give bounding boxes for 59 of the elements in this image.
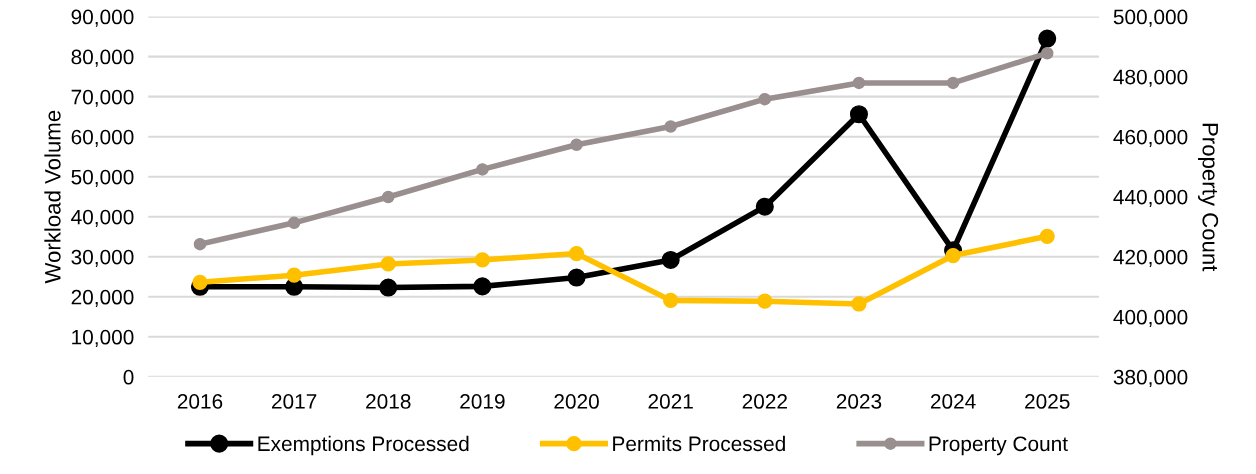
point [1039, 228, 1055, 244]
point [379, 278, 398, 297]
point [286, 267, 302, 283]
y2-tick-label: 440,000 [1113, 189, 1188, 207]
point [849, 105, 868, 124]
point [380, 256, 396, 272]
y-tick-label: 0 [123, 369, 134, 385]
point [476, 163, 489, 176]
y-tick-label: 20,000 [71, 289, 134, 307]
point [945, 247, 961, 264]
point [664, 120, 677, 133]
point [1038, 29, 1057, 48]
y-tick-label: 60,000 [71, 129, 134, 147]
y-tick-label: 70,000 [71, 89, 134, 107]
y-tick-label: 40,000 [71, 209, 134, 227]
y-tick-label: 10,000 [72, 329, 134, 348]
point [567, 268, 586, 287]
legend-label: Permits Processed [613, 435, 785, 452]
point [663, 292, 679, 309]
point [851, 296, 867, 312]
point [287, 216, 301, 230]
point [758, 92, 772, 106]
point [755, 197, 774, 216]
y2-tick-label: 400,000 [1113, 309, 1188, 327]
point [946, 76, 960, 90]
y2-tick-label: 380,000 [1113, 369, 1188, 388]
x-tick-label: 2023 [836, 394, 882, 409]
point [473, 277, 492, 296]
point [757, 293, 773, 309]
legend-label: Property Count [929, 436, 1068, 456]
x-tick-label: 2022 [742, 394, 787, 409]
point [474, 252, 491, 268]
y2-axis-title: Property Count [1198, 123, 1219, 272]
y-tick-label: 30,000 [71, 249, 134, 267]
point [661, 250, 680, 269]
legend-label: Exemptions Processed [258, 435, 469, 456]
point [193, 237, 207, 251]
y-axis-title: Workload Volume [44, 110, 61, 284]
x-tick-label: 2018 [366, 394, 411, 409]
x-tick-label: 2024 [930, 394, 976, 409]
point [852, 76, 866, 90]
point [382, 190, 395, 204]
y-tick-label: 90,000 [71, 9, 134, 27]
y2-tick-label: 500,000 [1113, 9, 1188, 27]
y2-tick-label: 480,000 [1113, 69, 1188, 87]
x-tick-label: 2020 [554, 394, 599, 409]
x-tick-label: 2019 [460, 394, 505, 409]
x-tick-label: 2017 [272, 394, 317, 409]
y-tick-label: 50,000 [71, 169, 134, 187]
y-tick-label: 80,000 [71, 49, 134, 67]
x-tick-label: 2025 [1025, 394, 1070, 409]
point [192, 274, 208, 291]
point [1040, 46, 1054, 60]
y2-tick-label: 460,000 [1113, 129, 1188, 147]
x-tick-label: 2021 [648, 394, 693, 409]
point [570, 138, 583, 152]
y2-tick-label: 420,000 [1113, 249, 1188, 267]
point [568, 245, 585, 262]
x-tick-label: 2016 [177, 394, 223, 409]
